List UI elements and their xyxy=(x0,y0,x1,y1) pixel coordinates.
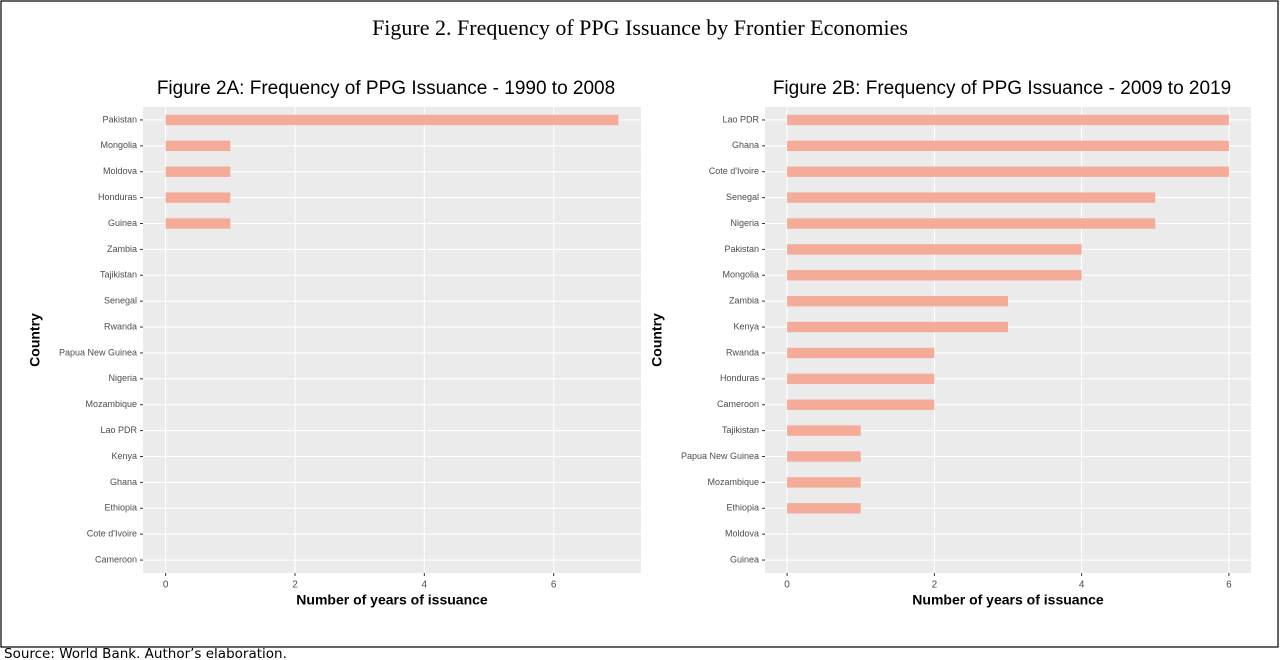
y-tick-label: Ethiopia xyxy=(104,503,137,513)
y-tick-label: Ghana xyxy=(110,477,137,487)
y-tick-label: Senegal xyxy=(726,192,759,202)
y-axis-title: Country xyxy=(649,313,665,367)
y-tick-label: Guinea xyxy=(730,554,759,564)
x-tick-label: 4 xyxy=(422,580,428,591)
x-tick-label: 6 xyxy=(1226,580,1232,591)
y-tick-label: Nigeria xyxy=(730,218,759,228)
y-tick-label: Cote d'Ivoire xyxy=(87,529,137,539)
y-tick-label: Mongolia xyxy=(722,270,759,280)
x-tick-label: 2 xyxy=(932,580,938,591)
y-tick-label: Ethiopia xyxy=(726,503,759,513)
bar xyxy=(165,192,231,203)
y-tick-label: Pakistan xyxy=(724,244,759,254)
bar xyxy=(787,140,1229,152)
bar xyxy=(787,425,861,436)
source-note: Source: World Bank. Author’s elaboration… xyxy=(4,646,287,660)
y-tick-label: Kenya xyxy=(733,321,759,331)
y-tick-label: Tajikistan xyxy=(722,425,759,435)
bar xyxy=(787,347,935,359)
y-tick-label: Ghana xyxy=(732,140,759,150)
y-tick-label: Senegal xyxy=(104,296,137,306)
y-tick-label: Honduras xyxy=(98,192,138,202)
chart-title: Figure 2B: Frequency of PPG Issuance - 2… xyxy=(773,78,1231,99)
bar xyxy=(787,244,1082,255)
bar xyxy=(787,321,1008,333)
y-tick-label: Lao PDR xyxy=(100,425,137,435)
x-tick-label: 0 xyxy=(163,580,169,591)
panel-background xyxy=(765,107,1251,573)
bar xyxy=(165,140,231,152)
y-tick-label: Kenya xyxy=(111,451,137,461)
y-tick-label: Mozambique xyxy=(85,399,137,409)
y-tick-label: Zambia xyxy=(729,296,759,306)
y-tick-label: Cameroon xyxy=(95,554,137,564)
x-tick-label: 2 xyxy=(292,580,298,591)
y-tick-label: Lao PDR xyxy=(722,114,759,124)
y-tick-label: Tajikistan xyxy=(100,270,137,280)
bar xyxy=(165,218,231,229)
bar xyxy=(787,503,861,514)
y-tick-label: Nigeria xyxy=(108,373,137,383)
y-tick-label: Rwanda xyxy=(726,347,759,357)
y-axis-title: Country xyxy=(27,313,43,367)
y-tick-label: Mongolia xyxy=(100,140,137,150)
bar xyxy=(787,373,935,385)
y-tick-label: Mozambique xyxy=(707,477,759,487)
bar xyxy=(787,399,935,410)
y-tick-label: Rwanda xyxy=(104,321,137,331)
chart-title: Figure 2A: Frequency of PPG Issuance - 1… xyxy=(157,78,615,99)
bar xyxy=(787,477,861,488)
x-tick-label: 6 xyxy=(551,580,557,591)
y-tick-label: Cameroon xyxy=(717,399,759,409)
x-axis-title: Number of years of issuance xyxy=(912,592,1104,608)
bar xyxy=(787,166,1229,177)
y-tick-label: Guinea xyxy=(108,218,137,228)
y-tick-label: Moldova xyxy=(103,166,137,176)
bar xyxy=(787,451,861,462)
bar xyxy=(787,218,1156,229)
figure-title: Figure 2. Frequency of PPG Issuance by F… xyxy=(372,15,908,40)
bar xyxy=(165,114,619,126)
x-tick-label: 4 xyxy=(1079,580,1085,591)
bar xyxy=(787,114,1229,126)
bar xyxy=(787,295,1008,307)
bar xyxy=(787,192,1156,203)
bar xyxy=(165,166,231,177)
x-axis-title: Number of years of issuance xyxy=(296,592,488,608)
y-tick-label: Papua New Guinea xyxy=(681,451,759,461)
y-tick-label: Zambia xyxy=(107,244,137,254)
y-tick-label: Pakistan xyxy=(102,114,137,124)
y-tick-label: Moldova xyxy=(725,529,759,539)
bar xyxy=(787,270,1082,281)
y-tick-label: Cote d'Ivoire xyxy=(709,166,759,176)
y-tick-label: Papua New Guinea xyxy=(59,347,137,357)
x-tick-label: 0 xyxy=(784,580,790,591)
panel-background xyxy=(143,107,641,573)
y-tick-label: Honduras xyxy=(720,373,760,383)
